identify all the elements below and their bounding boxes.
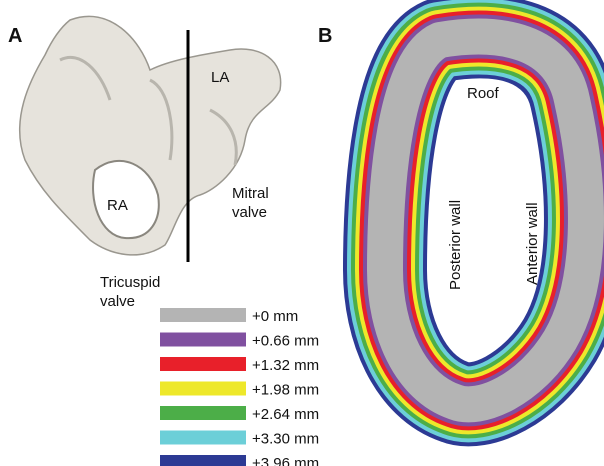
legend-label: +0.66 mm (252, 333, 319, 350)
annotation: Anterior wall (524, 202, 541, 285)
legend-swatch (160, 382, 246, 396)
legend-swatch (160, 431, 246, 445)
panel-a-image (20, 16, 281, 262)
legend: +0 mm +0.66 mm +1.32 mm +1.98 mm +2.64 mm +3.… (160, 308, 319, 466)
legend-label: +0 mm (252, 308, 298, 325)
legend-label: +3.96 mm (252, 455, 319, 466)
annotation: RA (107, 197, 128, 214)
annotation: Roof (467, 85, 500, 102)
panel-label: B (318, 25, 332, 47)
legend-label: +3.30 mm (252, 431, 319, 448)
figure: A LA RA Mitralvalve Tricuspidvalve B Roo… (0, 0, 604, 466)
legend-swatch (160, 357, 246, 371)
legend-label: +1.98 mm (252, 382, 319, 399)
legend-swatch (160, 406, 246, 420)
panel-label: A (8, 25, 22, 47)
legend-swatch (160, 308, 246, 322)
annotation: Posterior wall (447, 200, 464, 290)
legend-swatch (160, 333, 246, 347)
annotation: LA (211, 69, 229, 86)
legend-label: +2.64 mm (252, 406, 319, 423)
legend-label: +1.32 mm (252, 357, 319, 374)
legend-swatch (160, 455, 246, 466)
